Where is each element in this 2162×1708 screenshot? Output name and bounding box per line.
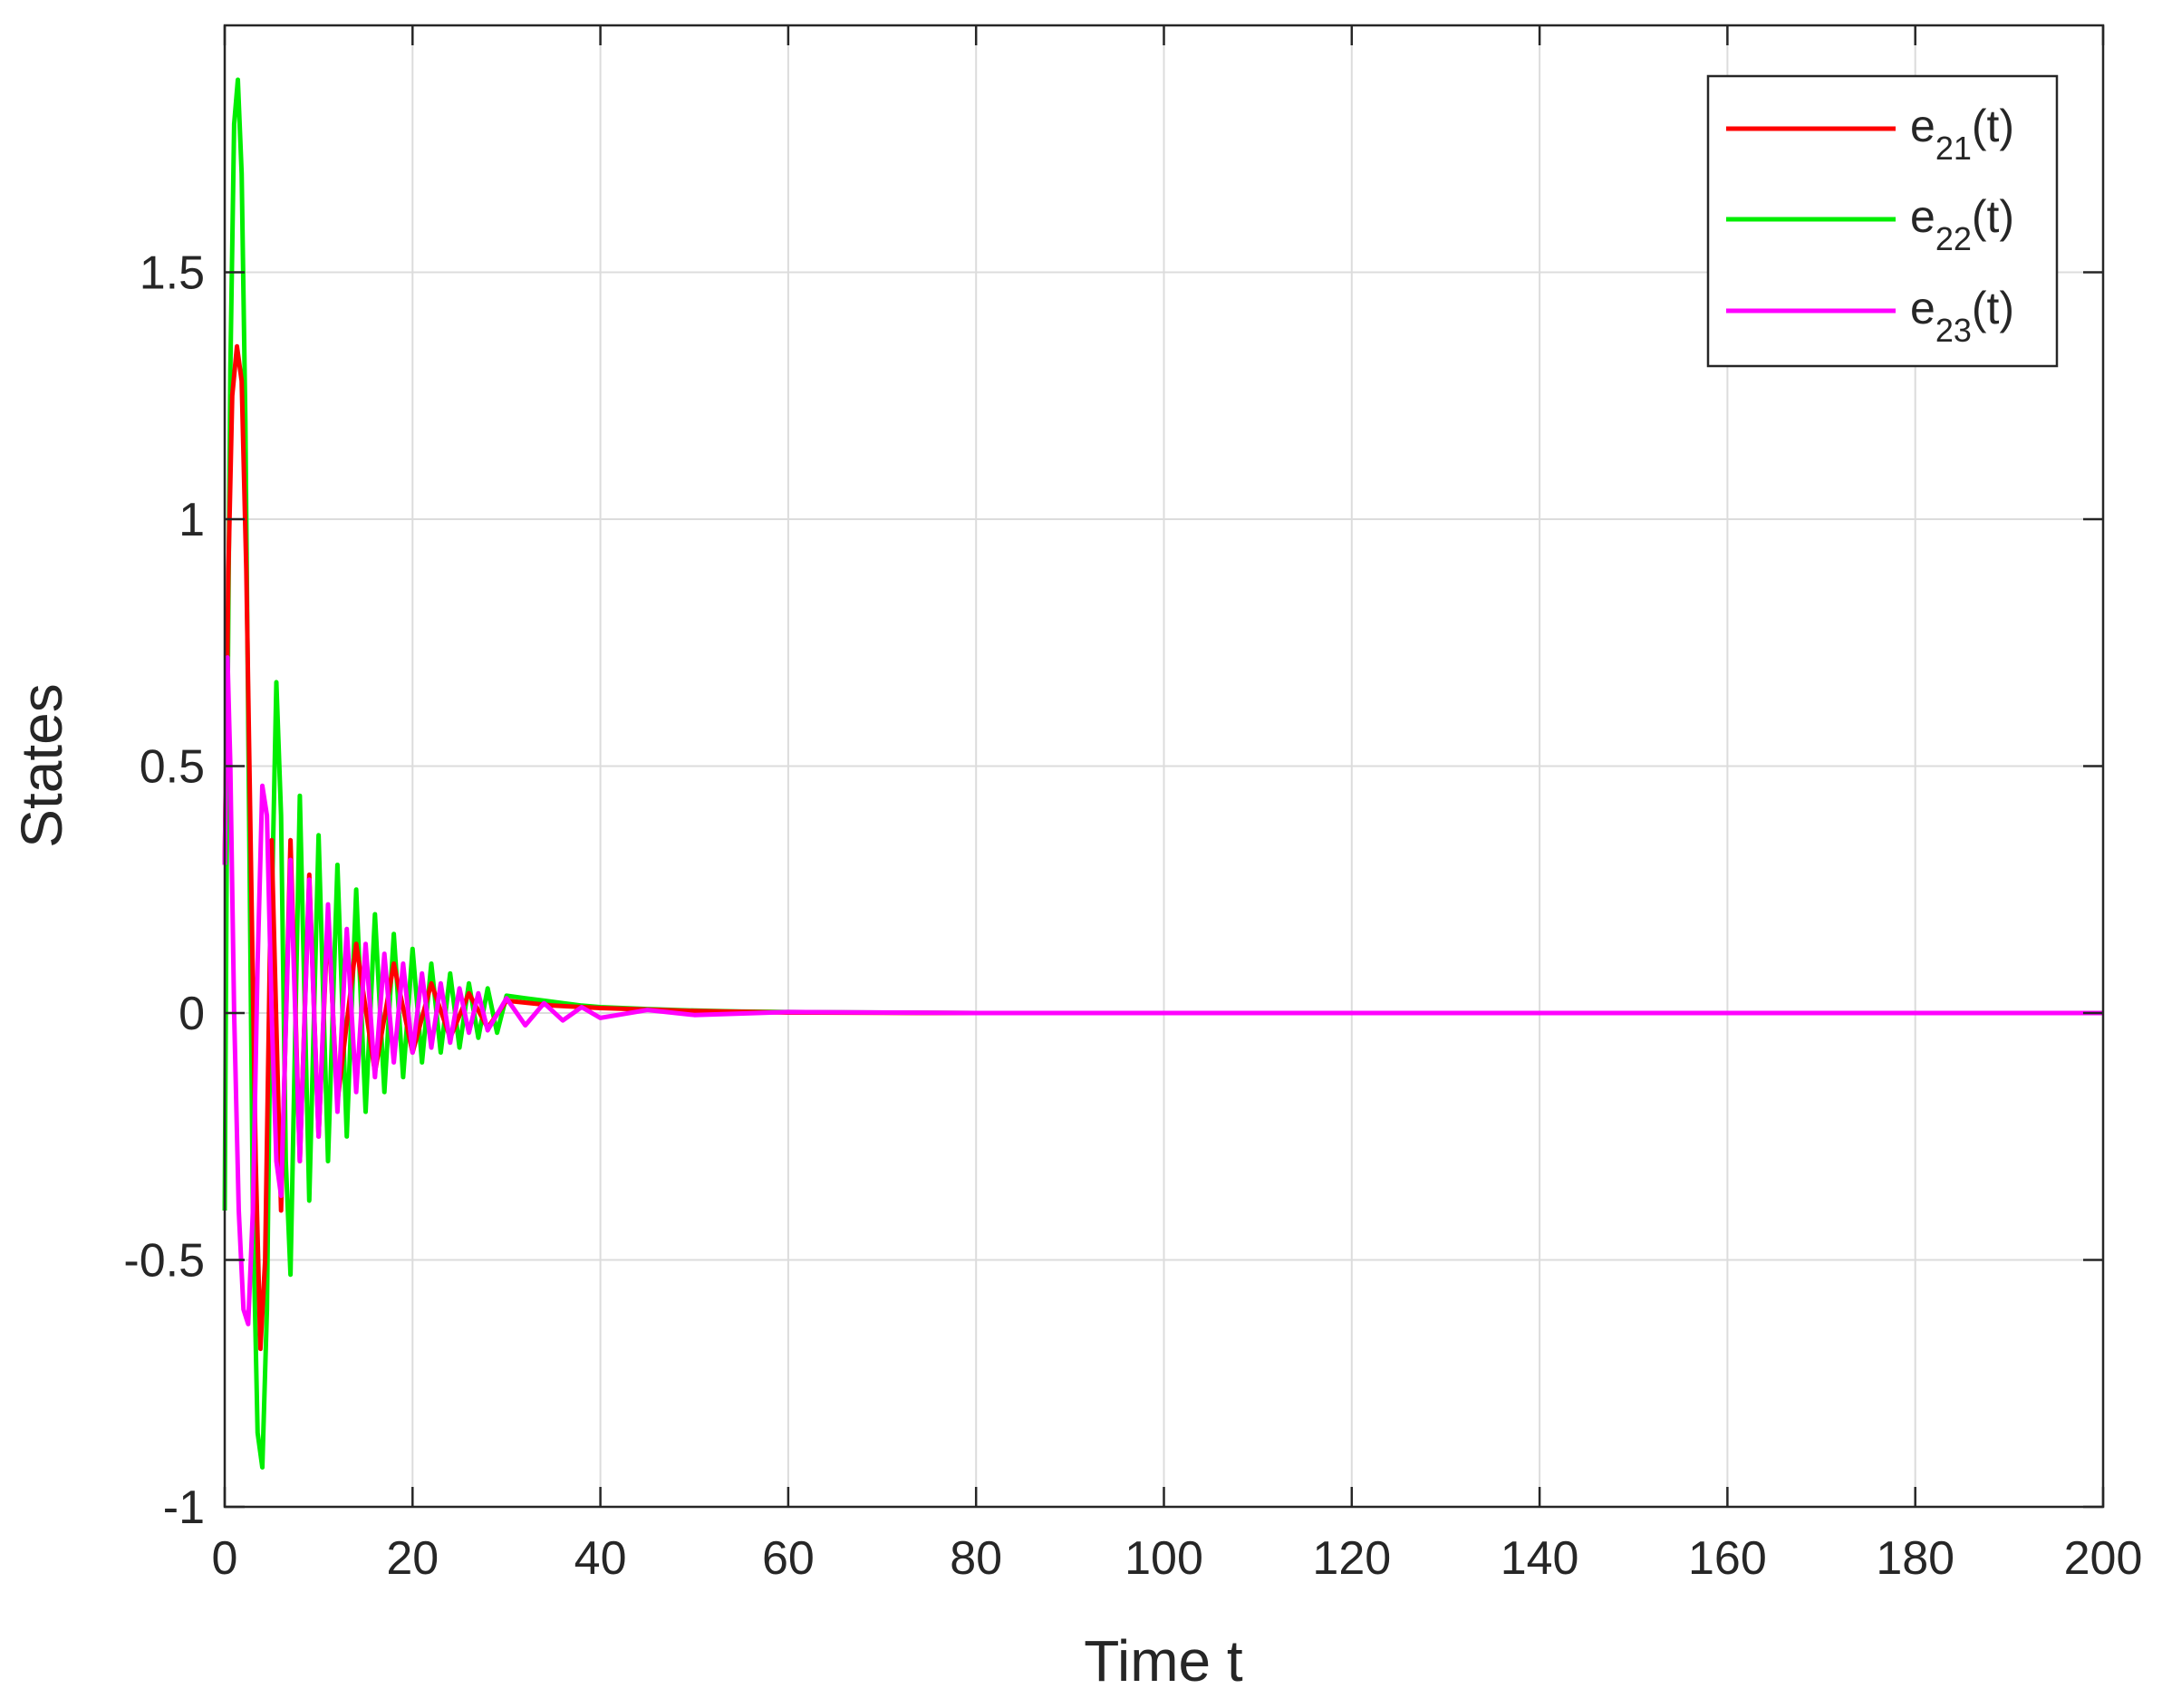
x-tick-label: 140 — [1501, 1532, 1579, 1585]
legend: e21(t) e22(t) e23(t) — [1706, 74, 2059, 368]
x-tick-label: 80 — [950, 1532, 1002, 1585]
y-tick-label: 0 — [179, 988, 205, 1040]
legend-label-e22: e22(t) — [1910, 191, 2014, 257]
y-tick-label: 1.5 — [140, 247, 205, 300]
legend-label-e21: e21(t) — [1910, 101, 2014, 167]
series-lines — [222, 77, 2103, 1470]
x-tick-label: 60 — [762, 1532, 815, 1585]
x-tick-label: 20 — [386, 1532, 439, 1585]
legend-label-e23: e23(t) — [1910, 283, 2014, 349]
x-tick-label: 100 — [1124, 1532, 1203, 1585]
y-tick-label: -1 — [163, 1481, 205, 1534]
y-axis-label: States — [9, 683, 74, 847]
tick-labels: 0 20 40 60 80 100 120 140 160 180 200 -1 -0.5 0 0.5 1 1.… — [123, 247, 2142, 1586]
y-tick-label: 1 — [179, 494, 205, 546]
x-tick-label: 200 — [2064, 1532, 2143, 1585]
x-axis-label: Time t — [1084, 1628, 1243, 1694]
y-tick-label: 0.5 — [140, 741, 205, 794]
x-tick-label: 0 — [212, 1532, 238, 1585]
x-tick-label: 40 — [574, 1532, 627, 1585]
x-tick-label: 160 — [1688, 1532, 1767, 1585]
series-line-e23 — [222, 655, 2103, 1327]
y-tick-label: -0.5 — [123, 1235, 205, 1288]
x-tick-label: 120 — [1312, 1532, 1391, 1585]
axis-ticks — [223, 25, 2105, 1509]
x-tick-label: 180 — [1876, 1532, 1954, 1585]
